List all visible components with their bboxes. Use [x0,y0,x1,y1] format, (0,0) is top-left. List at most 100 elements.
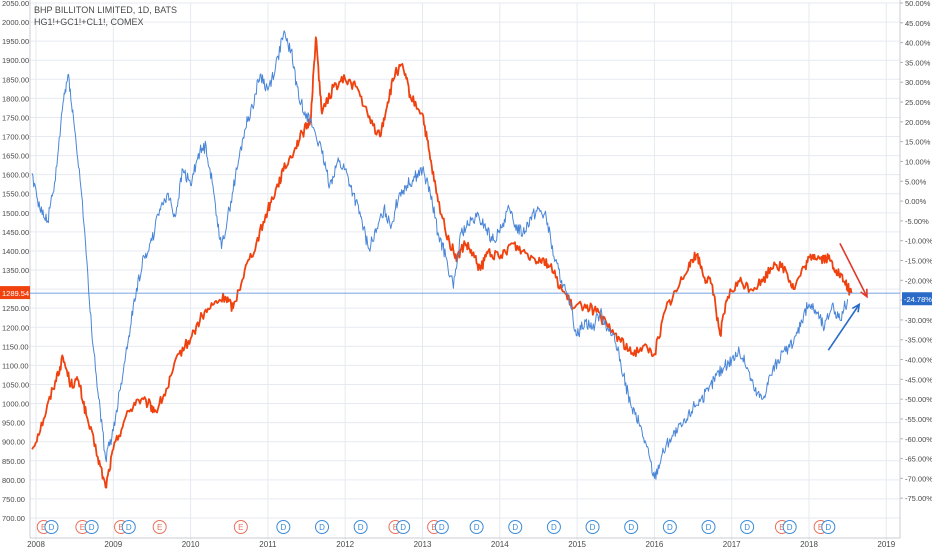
earnings-marker-label: E [779,523,784,532]
last-percent-badge: -24.78% [902,292,932,306]
time-axis-tick-label: 2017 [723,540,741,549]
last-price-badge: 1289.54 [0,286,30,300]
left-axis-tick-label: 1400.00 [2,247,29,256]
left-price-axis[interactable]: 2050.00 2000.00 1950.00 1900.00 1850.00 1800.… [2,0,31,538]
right-axis-tick-label: -50.00% [905,395,932,404]
right-axis-tick-label: -5.00% [905,217,929,226]
time-axis-tick-label: 2015 [568,540,586,549]
left-axis-tick-label: 850.00 [2,457,25,466]
commodity-basket-line [31,30,849,480]
dividend-marker[interactable] [121,520,136,534]
left-axis-tick-label: 750.00 [2,495,25,504]
dividend-marker-label: D [89,523,95,532]
dividend-marker-label: D [358,523,364,532]
dividend-marker-label: D [512,523,518,532]
last-price-badge-bg [0,286,30,300]
dividend-marker-label: D [319,523,325,532]
left-axis-tick-label: 1200.00 [2,323,29,332]
left-axis-tick-label: 2050.00 [2,0,29,8]
dividend-marker[interactable] [434,520,449,534]
right-axis-tick-label: -20.00% [905,276,932,285]
arrow-head [860,288,868,299]
dividend-marker[interactable] [44,520,59,534]
left-axis-tick-label: 1150.00 [2,342,29,351]
dividend-marker-label: D [439,523,445,532]
dividend-marker-label: D [667,523,673,532]
dividend-marker[interactable] [624,520,639,534]
left-axis-tick-label: 1450.00 [2,228,29,237]
dividend-marker-label: D [590,523,596,532]
dividend-marker[interactable] [508,520,523,534]
right-axis-tick-label: 10.00% [905,157,931,166]
right-axis-tick-label: 25.00% [905,98,931,107]
dividend-marker[interactable] [353,520,368,534]
dividend-marker-label: D [628,523,634,532]
dividend-marker[interactable] [84,520,99,534]
earnings-marker-label: E [118,523,123,532]
dividend-marker-label: D [744,523,750,532]
right-axis-tick-label: -35.00% [905,336,932,345]
right-axis-tick-label: -15.00% [905,257,932,266]
left-axis-tick-label: 1950.00 [2,37,29,46]
left-axis-tick-label: 1550.00 [2,190,29,199]
right-axis-tick-label: 0.00% [905,197,927,206]
time-axis[interactable]: 2008 2009 2010 2011 2012 2013 2014 2015 2016 2017… [27,537,900,549]
right-axis-tick-label: -65.00% [905,455,932,464]
time-axis-tick-label: 2008 [27,540,45,549]
earnings-marker-label: E [41,523,46,532]
dividend-marker[interactable] [585,520,600,534]
right-axis-tick-label: -70.00% [905,474,932,483]
dividend-marker[interactable] [315,520,330,534]
left-axis-tick-label: 1750.00 [2,113,29,122]
right-axis-tick-label: 30.00% [905,78,931,87]
legend-compare-symbol: HG1!+GC1!+CL1!, COMEX [34,17,144,27]
dividend-marker[interactable] [701,520,716,534]
right-axis-tick-label: 50.00% [905,0,931,8]
left-axis-tick-label: 1900.00 [2,56,29,65]
right-axis-tick-label: 15.00% [905,138,931,147]
dividend-marker-label: D [126,523,132,532]
left-axis-tick-label: 1500.00 [2,209,29,218]
series-layer [31,30,853,489]
dividend-marker[interactable] [662,520,677,534]
dividend-marker[interactable] [546,520,561,534]
right-axis-tick-label: 5.00% [905,177,927,186]
dividend-marker-label: D [787,523,793,532]
right-percent-axis[interactable]: 50.00% 45.00% 40.00% 35.00% 30.00% 25.00% 20.0… [899,0,932,538]
dividend-marker[interactable] [782,520,797,534]
earnings-marker[interactable] [152,520,167,534]
earnings-marker-label: E [818,523,823,532]
earnings-marker[interactable] [233,520,248,534]
bhp-price-line [31,36,853,489]
time-axis-tick-label: 2018 [800,540,818,549]
left-axis-tick-label: 1050.00 [2,380,29,389]
left-axis-tick-label: 1800.00 [2,94,29,103]
dividend-marker[interactable] [276,520,291,534]
left-axis-tick-label: 1350.00 [2,266,29,275]
dividend-marker[interactable] [396,520,411,534]
left-axis-tick-label: 700.00 [2,514,25,523]
down-arrow-annotation[interactable] [839,242,868,298]
right-axis-tick-label: -60.00% [905,435,932,444]
dividend-marker-label: D [49,523,55,532]
right-axis-tick-label: 20.00% [905,118,931,127]
last-percent-badge-text: -24.78% [904,295,932,304]
time-axis-tick-label: 2012 [336,540,354,549]
dividend-marker[interactable] [821,520,836,534]
left-axis-tick-label: 900.00 [2,438,25,447]
up-arrow-annotation[interactable] [827,303,860,351]
dividend-marker[interactable] [469,520,484,534]
right-axis-tick-label: -55.00% [905,415,932,424]
last-percent-badge-bg [902,292,932,306]
left-axis-tick-label: 1000.00 [2,400,29,409]
dividend-marker-label: D [706,523,712,532]
arrow-annotations [827,242,868,351]
time-axis-tick-label: 2019 [877,540,895,549]
earnings-marker-label: E [393,523,398,532]
time-axis-tick-label: 2010 [182,540,200,549]
last-price-badge-text: 1289.54 [2,289,29,298]
right-axis-tick-label: -75.00% [905,494,932,503]
dividend-marker[interactable] [740,520,755,534]
dividend-marker-label: D [400,523,406,532]
